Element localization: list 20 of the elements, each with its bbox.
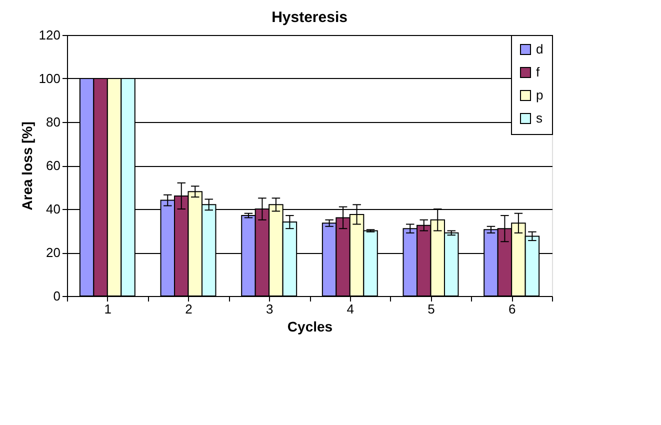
y-tick-label: 120 (38, 28, 60, 42)
x-tick-label: 6 (508, 302, 516, 316)
y-tick-label: 0 (53, 288, 60, 304)
x-axis-title: Cycles (287, 318, 333, 334)
legend-label: p (536, 88, 544, 102)
x-tick-label: 2 (185, 302, 192, 316)
legend-label: d (536, 42, 544, 56)
y-tick-label: 40 (46, 202, 60, 216)
x-tick-label: 3 (266, 302, 274, 316)
y-tick-label: 80 (46, 114, 60, 130)
chart-title: Hysteresis (272, 9, 348, 26)
legend-label: f (536, 64, 540, 80)
y-tick-label: 100 (38, 71, 60, 86)
x-tick-label: 1 (104, 302, 112, 316)
y-axis-title: Area loss [%] (18, 122, 35, 210)
x-tick-label: 4 (346, 302, 354, 316)
y-tick-label: 20 (46, 245, 60, 260)
legend-label: s (536, 110, 543, 126)
x-tick-label: 5 (428, 302, 435, 316)
y-tick-label: 60 (46, 158, 60, 173)
